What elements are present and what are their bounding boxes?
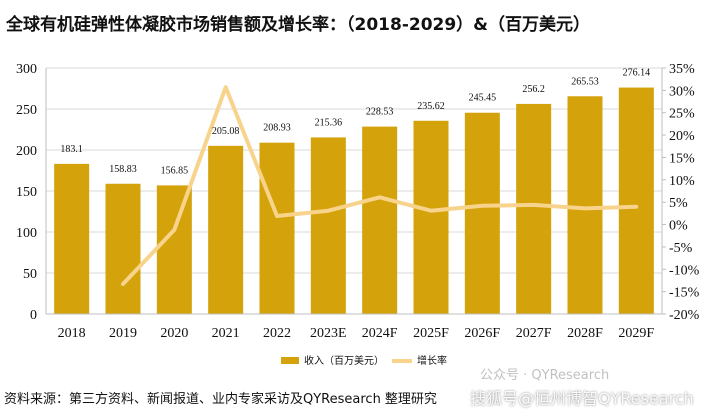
growth-point — [275, 214, 279, 218]
x-tick-label: 2021 — [212, 326, 240, 341]
y-right-tick-label: 10% — [669, 174, 695, 189]
y-right-tick-label: 0% — [669, 219, 688, 234]
bar — [310, 137, 346, 314]
bar-data-label: 235.62 — [417, 101, 445, 112]
bar — [516, 103, 552, 314]
y-right-tick-label: -20% — [669, 308, 700, 323]
y-left-tick-label: 50 — [23, 267, 37, 282]
bar-data-label: 158.83 — [109, 164, 137, 175]
bar — [618, 87, 654, 314]
x-tick-label: 2025F — [413, 326, 449, 341]
legend-bar-label: 收入（百万美元） — [304, 354, 384, 367]
y-right-tick-label: -10% — [669, 263, 700, 278]
y-right-tick-label: 25% — [669, 107, 695, 122]
x-tick-label: 2028F — [567, 326, 603, 341]
source-note: 资料来源：第三方资料、新闻报道、业内专家采访及QYResearch 整理研究 — [4, 392, 437, 407]
y-right-tick-label: -15% — [669, 286, 700, 301]
bar-data-label: 208.93 — [263, 123, 291, 134]
y-left-tick-label: 250 — [16, 103, 37, 118]
bar-data-label: 228.53 — [366, 107, 394, 118]
bar-data-label: 183.1 — [60, 144, 83, 155]
bar — [567, 96, 603, 314]
x-tick-label: 2024F — [362, 326, 398, 341]
growth-point — [429, 209, 433, 213]
bar — [54, 163, 90, 314]
legend-bar-swatch — [281, 357, 299, 364]
x-tick-label: 2029F — [618, 326, 654, 341]
growth-line-series — [121, 85, 639, 286]
growth-point — [378, 195, 382, 199]
legend: 收入（百万美元） 增长率 — [281, 354, 447, 367]
bar — [156, 185, 192, 314]
bar — [413, 120, 449, 315]
bar-data-label: 205.08 — [212, 126, 240, 137]
bar-series — [54, 87, 654, 315]
bar — [208, 145, 244, 314]
growth-point — [121, 282, 125, 286]
bar-data-label: 156.85 — [161, 165, 189, 176]
growth-point — [224, 85, 228, 89]
y-left-tick-label: 200 — [16, 144, 37, 159]
x-tick-label: 2023E — [310, 326, 347, 341]
bar-data-label: 265.53 — [571, 76, 599, 87]
y-left-tick-label: 0 — [30, 308, 37, 323]
bar — [464, 112, 500, 314]
y-left-tick-label: 150 — [16, 185, 37, 200]
growth-point — [172, 228, 176, 232]
x-tick-label: 2020 — [160, 326, 188, 341]
y-right-tick-label: 35% — [669, 62, 695, 77]
y-right-tick-label: 30% — [669, 84, 695, 99]
y-left-tick-label: 100 — [16, 226, 37, 241]
bar-data-label: 256.2 — [522, 84, 545, 95]
bar-data-label: 276.14 — [623, 68, 651, 79]
bar — [259, 142, 295, 314]
chart-title: 全球有机硅弹性体凝胶市场销售额及增长率：（2018-2029）&（百万美元） — [6, 15, 591, 35]
legend-line-label: 增长率 — [417, 354, 447, 367]
x-tick-label: 2019 — [109, 326, 137, 341]
axes: 0 50 100 150 200 250 300 -20% -15% -10% -5% 0% 5% 10%… — [16, 62, 700, 341]
x-tick-label: 2027F — [516, 326, 552, 341]
growth-point — [532, 203, 536, 207]
y-right-tick-label: 15% — [669, 151, 695, 166]
x-tick-label: 2026F — [464, 326, 500, 341]
bar — [362, 126, 398, 314]
y-right-tick-label: 20% — [669, 129, 695, 144]
growth-point — [326, 209, 330, 213]
x-tick-label: 2022 — [263, 326, 291, 341]
y-right-tick-label: 5% — [669, 196, 688, 211]
growth-point — [634, 205, 638, 209]
data-labels: 183.1 158.83 156.85 205.08 208.93 215.36 228.5… — [60, 68, 650, 177]
x-tick-label: 2018 — [58, 326, 86, 341]
bar-data-label: 245.45 — [469, 93, 497, 104]
y-left-tick-label: 300 — [16, 62, 37, 77]
bar — [105, 183, 141, 314]
growth-point — [583, 206, 587, 210]
y-right-tick-label: -5% — [669, 241, 693, 256]
growth-point — [480, 204, 484, 208]
bar-data-label: 215.36 — [315, 117, 343, 128]
